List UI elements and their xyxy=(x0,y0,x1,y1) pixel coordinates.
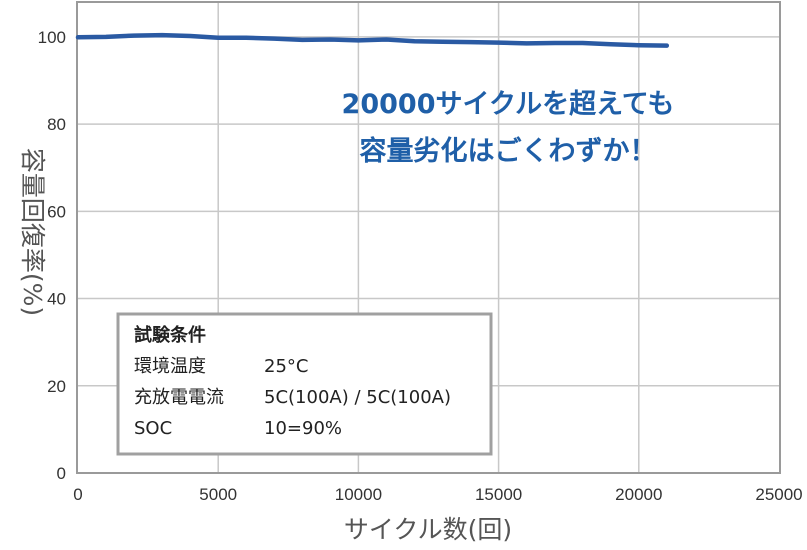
condition-value-temperature: 25°C xyxy=(264,356,308,377)
condition-value-current: 5C(100A) / 5C(100A) xyxy=(264,387,451,408)
condition-label-current: 充放電電流 xyxy=(134,387,224,408)
test-conditions-box: 試験条件 環境温度 25°C 充放電電流 5C(100A) / 5C(100A)… xyxy=(116,312,493,456)
y-tick-label: 40 xyxy=(47,290,66,309)
x-tick-label: 20000 xyxy=(615,485,662,504)
y-tick-labels: 0 20 40 60 80 100 xyxy=(38,28,66,483)
x-tick-label: 5000 xyxy=(199,485,237,504)
annotation-line-1: 20000サイクルを超えても xyxy=(342,89,675,120)
y-axis-title: 容量回復率(%) xyxy=(18,148,47,316)
annotation-line-2: 容量劣化はごくわずか！ xyxy=(360,135,657,167)
condition-value-soc: 10=90% xyxy=(264,418,342,439)
x-tick-labels: 0 5000 10000 15000 20000 25000 xyxy=(73,485,802,504)
y-tick-label: 60 xyxy=(47,202,66,221)
y-tick-label: 100 xyxy=(38,28,66,47)
series-line xyxy=(75,32,670,48)
y-tick-label: 0 xyxy=(57,464,66,483)
x-tick-label: 25000 xyxy=(755,485,802,504)
y-tick-label: 20 xyxy=(47,377,66,396)
x-axis-title: サイクル数(回) xyxy=(344,515,512,544)
condition-label-temperature: 環境温度 xyxy=(134,356,206,377)
plot-frame xyxy=(76,1,781,474)
conditions-title: 試験条件 xyxy=(134,324,206,346)
x-tick-label: 0 xyxy=(73,485,82,504)
series-layer xyxy=(75,32,670,48)
y-tick-label: 80 xyxy=(47,115,66,134)
x-tick-label: 10000 xyxy=(335,485,382,504)
x-tick-label: 15000 xyxy=(475,485,522,504)
condition-label-soc: SOC xyxy=(134,418,172,439)
